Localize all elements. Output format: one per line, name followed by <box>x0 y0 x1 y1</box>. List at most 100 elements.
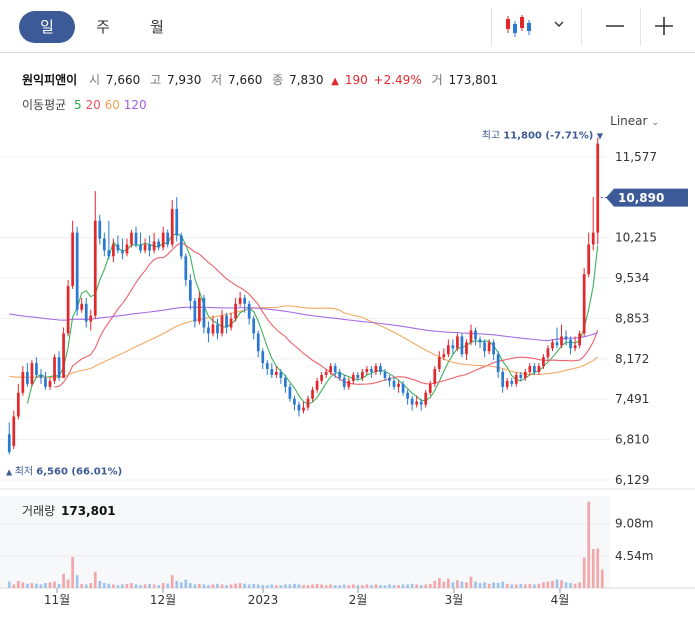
plus-icon[interactable] <box>652 14 676 38</box>
volume-bar <box>424 584 428 588</box>
candle <box>39 369 43 384</box>
candle-body <box>306 398 310 408</box>
candle-body <box>591 232 595 245</box>
tab-daily[interactable]: 일 <box>19 11 75 43</box>
candle <box>392 377 396 390</box>
volume-bar <box>460 581 464 588</box>
candles <box>7 137 600 455</box>
candle <box>465 339 468 361</box>
candle-body <box>578 333 581 346</box>
volume-bar <box>139 585 142 588</box>
grid <box>0 156 695 589</box>
volume-bar <box>311 584 314 588</box>
tab-weekly[interactable]: 주 <box>96 18 110 36</box>
candle <box>270 363 274 378</box>
candle <box>93 191 97 319</box>
volume-bar <box>465 582 468 588</box>
candle-body <box>284 377 287 387</box>
tab-monthly[interactable]: 월 <box>150 18 164 36</box>
candle-body <box>198 297 201 322</box>
candle-body <box>542 357 545 367</box>
candle <box>84 297 88 328</box>
volume-bar <box>510 584 514 588</box>
volume-bar <box>53 581 56 588</box>
candle <box>469 324 473 346</box>
volume-panel-bg <box>0 496 610 588</box>
candle-body <box>338 371 342 378</box>
candle <box>234 297 237 322</box>
candle-body <box>57 357 61 378</box>
volume-bar <box>198 583 201 588</box>
toolbar-divider <box>491 8 492 46</box>
change-value: 190 <box>344 73 368 87</box>
volume-bar <box>21 582 25 588</box>
volume-bar <box>112 584 115 588</box>
volume-bar <box>89 583 93 588</box>
volume-bar <box>48 582 52 588</box>
volume-bar <box>537 583 541 588</box>
candle-body <box>356 374 360 378</box>
ma-120: 120 <box>123 98 147 112</box>
candle <box>397 380 400 393</box>
candle-body <box>116 244 120 251</box>
candle-body <box>351 374 355 381</box>
candle <box>456 333 459 352</box>
candle-body <box>537 366 541 372</box>
candle <box>370 366 373 378</box>
candle-body <box>433 369 437 384</box>
candle-body <box>401 383 405 393</box>
x-tick-label: 3월 <box>445 593 464 607</box>
volume-bar <box>356 585 360 588</box>
min-annotation: ▲ 최저 6,560 (66.01%) <box>6 465 122 477</box>
candle-body <box>247 303 251 319</box>
candle <box>388 374 391 387</box>
y-tick-label: 8,853 <box>615 311 649 325</box>
candle <box>306 395 310 411</box>
chevron-down-icon[interactable] <box>552 16 566 30</box>
candle <box>551 339 554 352</box>
candle-body <box>415 401 419 405</box>
annotations: 10,890 최고 11,800 (-7.71%) ▼ ▲ 최저 6,560 (66… <box>6 130 688 477</box>
candle-body <box>75 232 79 310</box>
candle <box>184 253 188 286</box>
candle-body <box>256 333 260 352</box>
candle <box>66 280 70 337</box>
volume-bar <box>433 580 437 588</box>
volume-bar <box>188 583 192 588</box>
current-price-label: 10,890 <box>618 191 664 205</box>
candle <box>401 380 405 396</box>
candle <box>229 312 233 331</box>
candle-body <box>383 371 387 378</box>
volume-bar <box>600 569 604 588</box>
candle-body <box>125 244 129 254</box>
candle <box>410 395 414 411</box>
candle-body <box>98 220 102 239</box>
volume-bar <box>44 583 47 588</box>
candle <box>342 374 346 390</box>
candle <box>148 235 151 257</box>
candle <box>71 220 74 289</box>
candle <box>21 366 25 396</box>
volume-title: 거래량 <box>22 504 55 518</box>
volume-bar <box>587 501 591 588</box>
volume-bar <box>478 583 482 588</box>
candle <box>112 238 115 263</box>
candle <box>207 321 210 343</box>
candle-body <box>39 374 43 378</box>
volume-bar <box>143 584 147 588</box>
candle <box>302 401 305 414</box>
candle <box>365 366 369 375</box>
volume-bar <box>279 585 283 588</box>
candle <box>505 377 509 390</box>
candle-body <box>492 342 495 355</box>
candle <box>460 333 464 358</box>
candle <box>487 339 491 355</box>
candlestick-icon[interactable] <box>505 13 533 39</box>
scale-selector[interactable]: Linear ⌄ <box>610 114 659 128</box>
candle <box>406 389 409 405</box>
minus-icon[interactable] <box>603 14 627 38</box>
candle <box>528 363 532 375</box>
volume-bar <box>392 585 396 588</box>
candle-body <box>569 339 572 349</box>
